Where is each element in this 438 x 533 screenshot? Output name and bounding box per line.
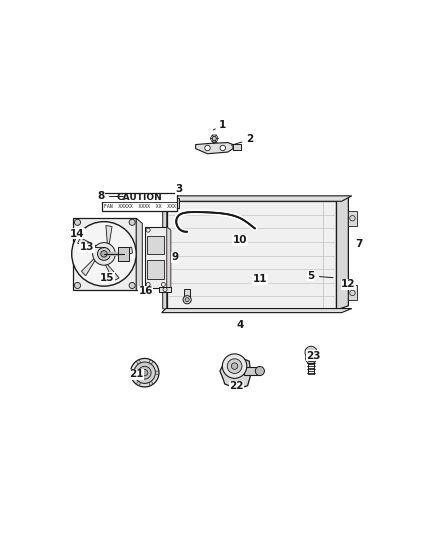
Polygon shape [311, 352, 316, 358]
Circle shape [227, 359, 242, 374]
Circle shape [149, 382, 152, 385]
Circle shape [131, 371, 134, 374]
Circle shape [205, 146, 210, 151]
Circle shape [141, 369, 148, 376]
Text: 13: 13 [80, 242, 94, 252]
Polygon shape [106, 225, 112, 250]
Polygon shape [233, 143, 241, 150]
Polygon shape [348, 286, 357, 301]
Text: 22: 22 [229, 381, 244, 391]
Text: 21: 21 [129, 369, 144, 379]
Polygon shape [220, 357, 251, 389]
Polygon shape [167, 227, 171, 291]
Polygon shape [210, 139, 214, 142]
Polygon shape [162, 196, 352, 201]
Bar [148, 236, 164, 254]
Circle shape [134, 362, 155, 383]
Circle shape [231, 363, 238, 369]
Polygon shape [136, 218, 142, 295]
Circle shape [74, 219, 81, 225]
Circle shape [101, 251, 107, 257]
Circle shape [137, 382, 140, 385]
Polygon shape [81, 254, 98, 276]
Circle shape [220, 146, 226, 151]
Polygon shape [145, 227, 167, 288]
Polygon shape [78, 238, 102, 249]
Circle shape [131, 358, 159, 387]
Text: CAUTION: CAUTION [117, 193, 162, 202]
Polygon shape [311, 349, 316, 356]
Circle shape [223, 354, 247, 378]
Polygon shape [162, 309, 352, 313]
Polygon shape [311, 346, 316, 352]
Polygon shape [244, 367, 260, 375]
Circle shape [129, 282, 135, 288]
Polygon shape [167, 201, 336, 310]
Circle shape [185, 297, 189, 302]
Text: 4: 4 [236, 320, 244, 330]
Text: FAN  XXXXX  XXXX  XX  XXX: FAN XXXXX XXXX XX XXX [104, 205, 176, 209]
Circle shape [74, 282, 81, 288]
Text: 3: 3 [175, 184, 182, 195]
Text: 5: 5 [307, 271, 314, 281]
Polygon shape [162, 200, 167, 310]
Polygon shape [196, 142, 233, 154]
Circle shape [93, 243, 115, 265]
Circle shape [170, 201, 176, 206]
Polygon shape [306, 346, 311, 352]
Circle shape [137, 360, 140, 364]
Polygon shape [103, 260, 119, 281]
Text: 10: 10 [233, 235, 247, 245]
Circle shape [129, 219, 135, 225]
Text: 8: 8 [97, 191, 104, 201]
Text: 14: 14 [70, 229, 84, 239]
Text: 15: 15 [100, 273, 115, 282]
Circle shape [306, 353, 317, 364]
Circle shape [183, 296, 191, 304]
Polygon shape [167, 198, 179, 208]
Polygon shape [74, 218, 136, 289]
Circle shape [138, 366, 151, 379]
Circle shape [98, 247, 110, 260]
Polygon shape [214, 139, 219, 142]
Text: 11: 11 [253, 274, 267, 284]
Text: 1: 1 [219, 120, 226, 130]
Polygon shape [212, 139, 216, 142]
Polygon shape [348, 211, 357, 225]
Text: 7: 7 [355, 239, 362, 249]
Polygon shape [117, 247, 129, 261]
Bar [148, 260, 164, 279]
Circle shape [212, 136, 216, 141]
Polygon shape [184, 288, 190, 300]
Polygon shape [306, 352, 311, 358]
Text: 23: 23 [306, 351, 321, 361]
Circle shape [155, 371, 159, 374]
Text: 9: 9 [172, 252, 179, 262]
Circle shape [255, 367, 265, 376]
Circle shape [72, 222, 136, 286]
Polygon shape [212, 135, 216, 139]
Polygon shape [336, 197, 348, 310]
Polygon shape [214, 135, 219, 139]
Polygon shape [210, 135, 214, 139]
Circle shape [149, 360, 152, 364]
Text: 2: 2 [246, 134, 254, 144]
Bar [102, 193, 177, 212]
Text: 16: 16 [138, 286, 153, 296]
Text: 12: 12 [341, 279, 356, 289]
Polygon shape [109, 247, 132, 257]
Polygon shape [159, 287, 171, 292]
Circle shape [305, 346, 317, 358]
Polygon shape [306, 349, 311, 356]
